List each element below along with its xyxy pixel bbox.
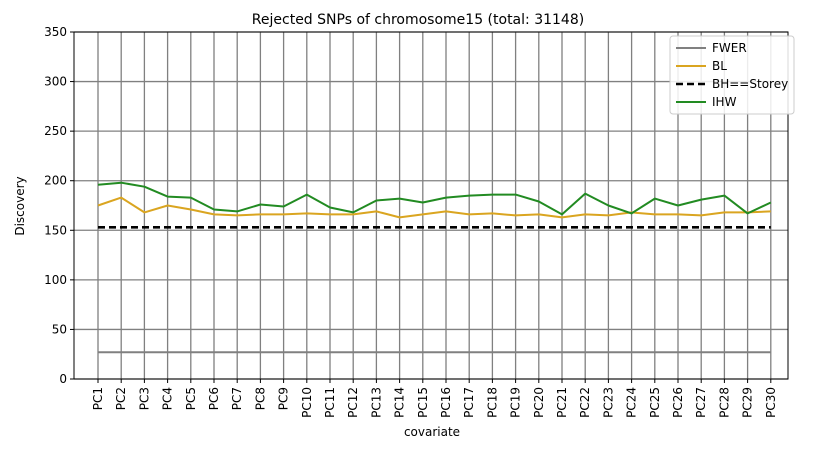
x-tick-label: PC22 xyxy=(578,387,592,418)
x-tick-label: PC17 xyxy=(462,387,476,418)
x-tick-label: PC26 xyxy=(671,387,685,418)
y-tick-label: 0 xyxy=(59,372,67,386)
x-axis-label: covariate xyxy=(404,425,460,439)
x-tick-label: PC16 xyxy=(439,387,453,418)
y-tick-label: 150 xyxy=(44,223,67,237)
x-tick-label: PC12 xyxy=(346,387,360,418)
x-tick-label: PC15 xyxy=(416,387,430,418)
x-tick-label: PC25 xyxy=(648,387,662,418)
x-tick-label: PC19 xyxy=(509,387,523,418)
y-tick-label: 200 xyxy=(44,174,67,188)
y-tick-label: 300 xyxy=(44,75,67,89)
legend-label: IHW xyxy=(712,95,737,109)
x-tick-label: PC9 xyxy=(277,387,291,410)
x-tick-label: PC4 xyxy=(161,387,175,410)
grid xyxy=(74,31,788,380)
x-tick-label: PC14 xyxy=(393,387,407,418)
x-tick-label: PC13 xyxy=(369,387,383,418)
legend: FWER BL BH==Storey IHW xyxy=(669,35,795,115)
x-tick-label: PC2 xyxy=(114,387,128,410)
x-tick-label: PC28 xyxy=(717,387,731,418)
x-tick-label: PC8 xyxy=(253,387,267,410)
y-axis-label: Discovery xyxy=(13,176,27,235)
series-line-ihw xyxy=(97,181,772,216)
x-tick-label: PC20 xyxy=(532,387,546,418)
series-line-bl xyxy=(97,196,771,219)
x-tick-label: PC30 xyxy=(764,387,778,418)
x-tick-label: PC29 xyxy=(741,387,755,418)
x-tick-label: PC3 xyxy=(137,387,151,410)
x-tick-label: PC27 xyxy=(694,387,708,418)
x-tick-label: PC10 xyxy=(300,387,314,418)
y-tick-label: 50 xyxy=(52,322,67,336)
legend-label: BH==Storey xyxy=(712,77,788,91)
y-tick-label: 250 xyxy=(44,124,67,138)
x-tick-label: PC11 xyxy=(323,387,337,418)
x-tick-label: PC21 xyxy=(555,387,569,418)
legend-label: FWER xyxy=(712,41,747,55)
y-tick-label: 350 xyxy=(44,25,67,39)
legend-label: BL xyxy=(712,59,727,73)
x-tick-label: PC6 xyxy=(207,387,221,410)
x-axis: PC1 PC2 PC3 PC4 PC5 PC6 PC7 PC8 PC9 PC10 PC11 PC12 P… xyxy=(91,379,778,418)
x-tick-label: PC7 xyxy=(230,387,244,410)
y-axis: 0 50 100 150 200 250 300 350 xyxy=(44,25,74,386)
series-lines xyxy=(97,181,772,354)
y-tick-label: 100 xyxy=(44,273,67,287)
legend-box xyxy=(669,35,795,115)
x-tick-label: PC24 xyxy=(625,387,639,418)
x-tick-label: PC23 xyxy=(601,387,615,418)
x-tick-label: PC1 xyxy=(91,387,105,410)
chart-title: Rejected SNPs of chromosome15 (total: 31… xyxy=(252,12,584,28)
x-tick-label: PC18 xyxy=(485,387,499,418)
plot-frame xyxy=(73,31,789,380)
x-tick-label: PC5 xyxy=(184,387,198,410)
